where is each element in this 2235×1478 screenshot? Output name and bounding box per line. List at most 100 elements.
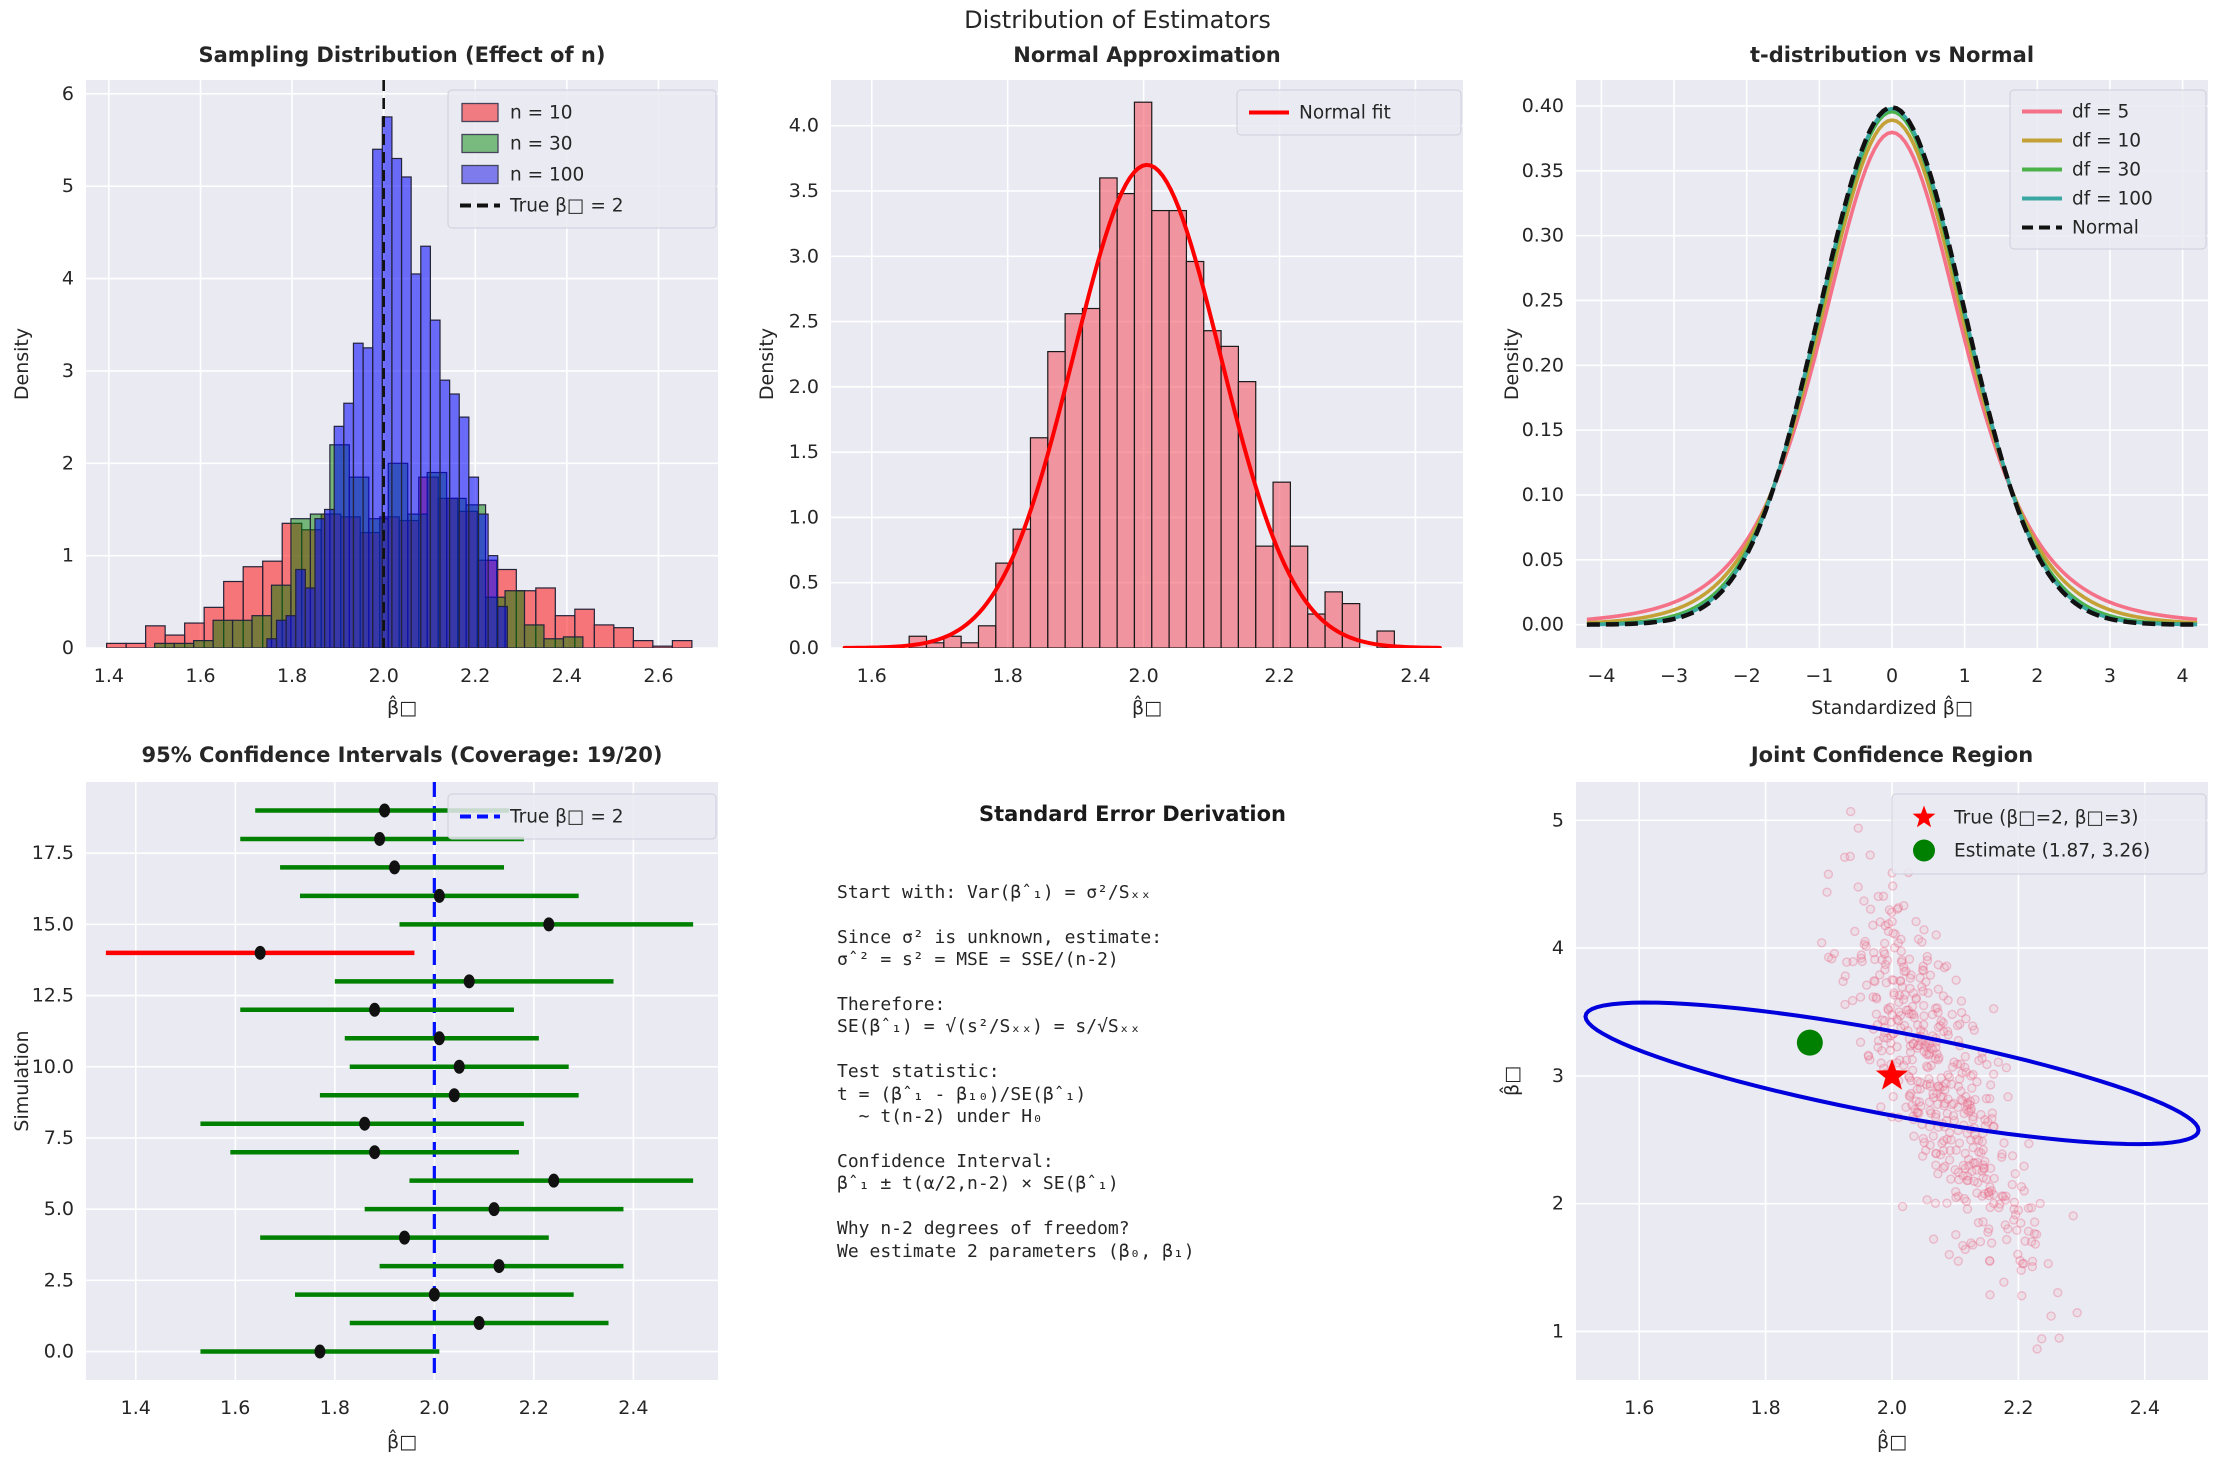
histogram-bar xyxy=(523,624,545,648)
legend-label: df = 30 xyxy=(2072,160,2141,181)
legend-label: n = 10 xyxy=(510,103,573,124)
svg-text:4: 4 xyxy=(62,268,74,290)
histogram-bar xyxy=(314,518,326,648)
histogram-bar xyxy=(449,393,460,648)
histogram-bar xyxy=(429,319,441,648)
legend-label: df = 5 xyxy=(2072,102,2129,123)
svg-text:3: 3 xyxy=(1552,1065,1564,1087)
svg-text:2.0: 2.0 xyxy=(1877,1397,1907,1419)
svg-text:7.5: 7.5 xyxy=(44,1127,74,1149)
svg-text:5.0: 5.0 xyxy=(44,1198,74,1220)
svg-text:1.8: 1.8 xyxy=(993,665,1023,687)
legend-label: True (β□=2, β□=3) xyxy=(1953,808,2139,829)
svg-text:−2: −2 xyxy=(1733,665,1761,687)
histogram-bar xyxy=(1151,209,1170,648)
x-axis-label: β̂□ xyxy=(1877,1429,1907,1453)
estimate-marker xyxy=(1796,1029,1823,1056)
legend-label: n = 100 xyxy=(510,165,584,186)
svg-text:2.4: 2.4 xyxy=(1400,665,1430,687)
histogram-bar xyxy=(593,624,615,648)
svg-text:0.20: 0.20 xyxy=(1522,354,1564,376)
y-axis-tick-labels: 0.00 0.05 0.10 0.15 0.20 0.25 0.30 0.35 0.40 xyxy=(1522,95,1564,636)
histogram-bar xyxy=(343,402,355,648)
svg-text:2.4: 2.4 xyxy=(618,1397,648,1419)
svg-text:17.5: 17.5 xyxy=(32,842,74,864)
svg-text:0.15: 0.15 xyxy=(1522,419,1564,441)
histogram-bar xyxy=(458,416,470,648)
histogram-bar xyxy=(543,638,565,648)
histogram-bar xyxy=(632,640,654,648)
x-axis-label: β̂□ xyxy=(387,695,417,719)
legend-label: df = 10 xyxy=(2072,131,2141,152)
svg-text:4.0: 4.0 xyxy=(789,115,819,137)
point-estimate xyxy=(359,1116,371,1131)
histogram-bar xyxy=(1168,209,1188,648)
point-estimate xyxy=(314,1344,326,1359)
point-estimate xyxy=(389,860,401,875)
derivation-title: Standard Error Derivation xyxy=(978,802,1287,826)
point-estimate xyxy=(433,888,445,903)
confidence-intervals-chart: 1.4 1.6 1.8 2.0 2.2 2.4 0.0 2.5 5.0 7.5 10.0 12.5 15… xyxy=(11,743,718,1453)
legend-label: Normal xyxy=(2072,218,2139,239)
histogram-bar xyxy=(487,555,499,648)
svg-text:5: 5 xyxy=(1552,809,1564,831)
legend: True β□ = 2 xyxy=(447,793,717,840)
svg-text:1.6: 1.6 xyxy=(185,665,215,687)
point-estimate xyxy=(488,1202,500,1217)
histogram-bar xyxy=(1289,545,1309,648)
point-estimate xyxy=(254,945,266,960)
svg-text:0.25: 0.25 xyxy=(1522,289,1564,311)
svg-text:4: 4 xyxy=(1552,937,1564,959)
legend-label: n = 30 xyxy=(510,134,573,155)
svg-text:1.6: 1.6 xyxy=(220,1397,250,1419)
normal-fit-curve xyxy=(842,162,1442,648)
panel-confidence-intervals: 1.4 1.6 1.8 2.0 2.2 2.4 0.0 2.5 5.0 7.5 10.0 12.5 15… xyxy=(0,736,745,1478)
histogram-bar xyxy=(613,627,634,648)
svg-text:2: 2 xyxy=(1552,1193,1564,1215)
x-axis-label: β̂□ xyxy=(387,1429,417,1453)
point-estimate xyxy=(463,974,475,989)
confidence-ellipse xyxy=(1583,1000,2201,1147)
svg-text:3: 3 xyxy=(2104,665,2116,687)
point-estimate xyxy=(374,831,386,846)
legend-label: Estimate (1.87, 3.26) xyxy=(1954,841,2150,862)
x-axis-tick-labels: 1.4 1.6 1.8 2.0 2.2 2.4 2.6 xyxy=(94,665,674,687)
svg-text:1.6: 1.6 xyxy=(857,665,887,687)
svg-text:0.00: 0.00 xyxy=(1522,614,1564,636)
point-estimate xyxy=(448,1088,460,1103)
histogram-bar xyxy=(362,347,374,648)
svg-text:0.40: 0.40 xyxy=(1522,95,1564,117)
point-estimate xyxy=(453,1059,465,1074)
histogram-bar xyxy=(212,619,234,648)
svg-text:0.0: 0.0 xyxy=(789,637,819,659)
svg-text:2.5: 2.5 xyxy=(789,311,819,333)
histogram-bar xyxy=(266,638,278,648)
histogram-bar xyxy=(1185,260,1205,648)
chart-title: t-distribution vs Normal xyxy=(1750,43,2034,67)
histogram-bar xyxy=(960,642,980,648)
histogram-bar xyxy=(439,379,451,648)
svg-text:4: 4 xyxy=(2177,665,2189,687)
svg-text:0.0: 0.0 xyxy=(44,1341,74,1363)
histogram-bar xyxy=(1324,591,1343,648)
t-distribution-chart: −4 −3 −2 −1 0 1 2 3 4 0.00 0.05 0.10 0.15 0.20 0.25 0.3… xyxy=(1501,43,2208,719)
svg-text:2.6: 2.6 xyxy=(643,665,673,687)
legend: Normal fit xyxy=(1236,89,1462,136)
histogram-bar xyxy=(671,640,693,648)
svg-text:1.4: 1.4 xyxy=(121,1397,151,1419)
svg-text:2.0: 2.0 xyxy=(789,376,819,398)
histogram-bar xyxy=(1272,481,1291,648)
histogram-bar xyxy=(562,636,584,648)
derivation-text: Start with: Var(βˆ₁) = σ²/Sₓₓ Since σ² i… xyxy=(837,882,1195,1262)
point-estimate xyxy=(493,1259,505,1274)
density-curve xyxy=(1586,109,2198,627)
histogram-bar xyxy=(977,625,997,648)
figure-title: Distribution of Estimators xyxy=(964,6,1271,34)
svg-text:0.35: 0.35 xyxy=(1522,160,1564,182)
x-axis-tick-labels: −4 −3 −2 −1 0 1 2 3 4 xyxy=(1587,665,2188,687)
svg-text:12.5: 12.5 xyxy=(32,985,74,1007)
axes-background xyxy=(86,782,718,1380)
svg-text:1: 1 xyxy=(1959,665,1971,687)
density-curve xyxy=(1586,118,2198,625)
plot-area xyxy=(1586,105,2198,627)
